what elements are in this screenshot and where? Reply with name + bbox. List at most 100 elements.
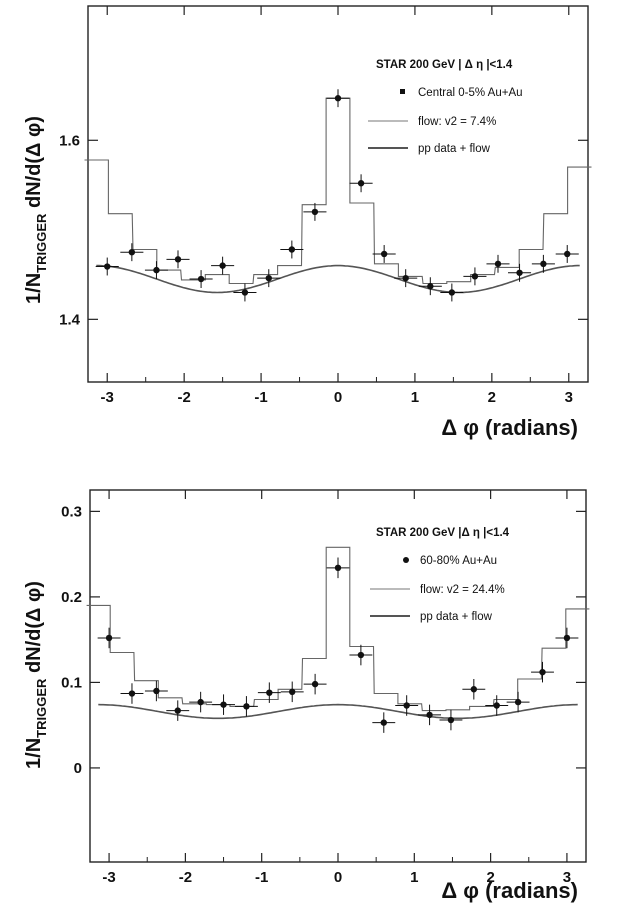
- data-point: [289, 688, 296, 696]
- data-point: [311, 680, 319, 688]
- tick-labels-group: -3 -2 -1 0 1 2 3 1.4 1.6: [59, 132, 573, 406]
- flow-histogram-group: [84, 97, 592, 285]
- plot-frame: [87, 5, 589, 383]
- legend: STAR 200 GeV |Δ η |<1.4 60-80% Au+Au flo…: [370, 527, 510, 623]
- x-tick-label: 1: [410, 869, 418, 886]
- flow-step-line: [84, 97, 592, 285]
- legend-label-central: Central 0-5% Au+Au: [418, 87, 523, 99]
- x-tick-label: -3: [101, 389, 114, 406]
- legend-title: STAR 200 GeV | Δ η |<1.4: [376, 59, 513, 71]
- y-title-part: 1/N: [23, 738, 45, 769]
- y-tick-label: 0: [74, 760, 82, 777]
- y-title-subscript: TRIGGER: [34, 678, 49, 738]
- y-tick-label: 0.2: [61, 589, 82, 606]
- data-point: [220, 701, 227, 708]
- data-point: [380, 719, 387, 726]
- axis-ticks: [88, 6, 588, 382]
- y-tick-label: 1.4: [59, 311, 81, 328]
- legend: STAR 200 GeV | Δ η |<1.4 Central 0-5% Au…: [368, 59, 523, 155]
- legend-label-flow: flow: v2 = 7.4%: [418, 116, 496, 128]
- x-tick-label: 3: [565, 389, 573, 406]
- data-point: [494, 260, 502, 268]
- y-tick-label: 0.3: [61, 503, 82, 520]
- data-point: [427, 283, 434, 290]
- data-point: [357, 651, 365, 659]
- data-point: [104, 263, 111, 270]
- data-point: [153, 687, 160, 695]
- y-title-part: dN/d(Δ φ): [23, 116, 45, 214]
- data-point: [241, 289, 249, 296]
- y-title-subscript: TRIGGER: [34, 213, 49, 273]
- flow-step-line: [86, 546, 590, 712]
- y-tick-label: 1.6: [59, 132, 80, 149]
- x-axis-title: Δ φ (radians): [441, 878, 578, 903]
- x-tick-label: -2: [177, 389, 190, 406]
- data-point: [288, 246, 296, 253]
- legend-title: STAR 200 GeV |Δ η |<1.4: [376, 527, 510, 539]
- data-point: [448, 289, 456, 296]
- pp-flow-curve-group: [96, 264, 580, 294]
- x-tick-label: 0: [334, 389, 342, 406]
- x-tick-label: -1: [255, 869, 268, 886]
- axis-ticks: [90, 490, 586, 862]
- data-point: [380, 250, 388, 258]
- data-point: [493, 702, 500, 709]
- x-axis-title: Δ φ (radians): [441, 415, 578, 440]
- data-points-group: [97, 557, 579, 733]
- data-point: [357, 180, 365, 187]
- data-point: [174, 256, 182, 263]
- plot-frame: [89, 489, 587, 863]
- legend-label-flow: flow: v2 = 24.4%: [420, 584, 505, 596]
- y-title-part: 1/N: [23, 273, 45, 304]
- data-point: [334, 564, 342, 572]
- data-point: [128, 690, 136, 697]
- data-point: [153, 266, 160, 274]
- data-point: [563, 634, 571, 642]
- data-point: [311, 208, 319, 216]
- data-point: [402, 274, 409, 282]
- x-tick-label: -3: [102, 869, 115, 886]
- data-point: [128, 248, 136, 256]
- x-tick-label: -2: [179, 869, 192, 886]
- y-axis-title: 1/NTRIGGER dN/d(Δ φ): [23, 581, 49, 769]
- pp-flow-curve-group: [98, 703, 578, 720]
- legend-label-peripheral: 60-80% Au+Au: [420, 555, 497, 567]
- data-point: [540, 260, 547, 268]
- data-point: [471, 273, 479, 280]
- data-point: [516, 269, 523, 276]
- x-tick-label: 1: [411, 389, 419, 406]
- legend-marker-point: [403, 557, 409, 563]
- x-tick-label: 3: [563, 869, 571, 886]
- tick-labels-group: -3 -2 -1 0 1 2 3 0 0.1 0.2 0.3: [61, 503, 571, 886]
- data-point: [470, 686, 478, 693]
- x-tick-label: 2: [486, 869, 494, 886]
- data-point: [514, 698, 522, 706]
- data-points-group: [95, 89, 579, 302]
- legend-marker-square: [400, 89, 405, 94]
- flow-histogram-group: [86, 546, 590, 712]
- data-point: [197, 698, 204, 706]
- x-tick-label: -1: [254, 389, 267, 406]
- legend-label-pp: pp data + flow: [418, 143, 491, 155]
- y-tick-label: 0.1: [61, 674, 82, 691]
- chart-panel-peripheral: -3 -2 -1 0 1 2 3 0 0.1 0.2 0.3 Δ φ (radians) 1/NTR…: [23, 489, 590, 903]
- pp-flow-curve: [98, 703, 578, 720]
- x-tick-label: 2: [488, 389, 496, 406]
- data-point: [266, 689, 273, 696]
- x-tick-label: 0: [334, 869, 342, 886]
- legend-label-pp: pp data + flow: [420, 611, 493, 623]
- data-point: [265, 274, 272, 282]
- y-title-part: dN/d(Δ φ): [23, 581, 45, 679]
- y-axis-title: 1/NTRIGGER dN/d(Δ φ): [23, 116, 49, 304]
- data-point: [243, 703, 250, 710]
- data-point: [564, 250, 571, 258]
- data-point: [219, 262, 226, 269]
- data-point: [447, 716, 455, 724]
- data-point: [334, 95, 342, 102]
- pp-flow-curve: [96, 264, 580, 294]
- data-point: [403, 702, 410, 709]
- data-point: [539, 668, 546, 676]
- data-point: [426, 711, 433, 719]
- chart-panel-central: -3 -2 -1 0 1 2 3 1.4 1.6 Δ φ (radians) 1/NTRIGGE…: [23, 5, 592, 440]
